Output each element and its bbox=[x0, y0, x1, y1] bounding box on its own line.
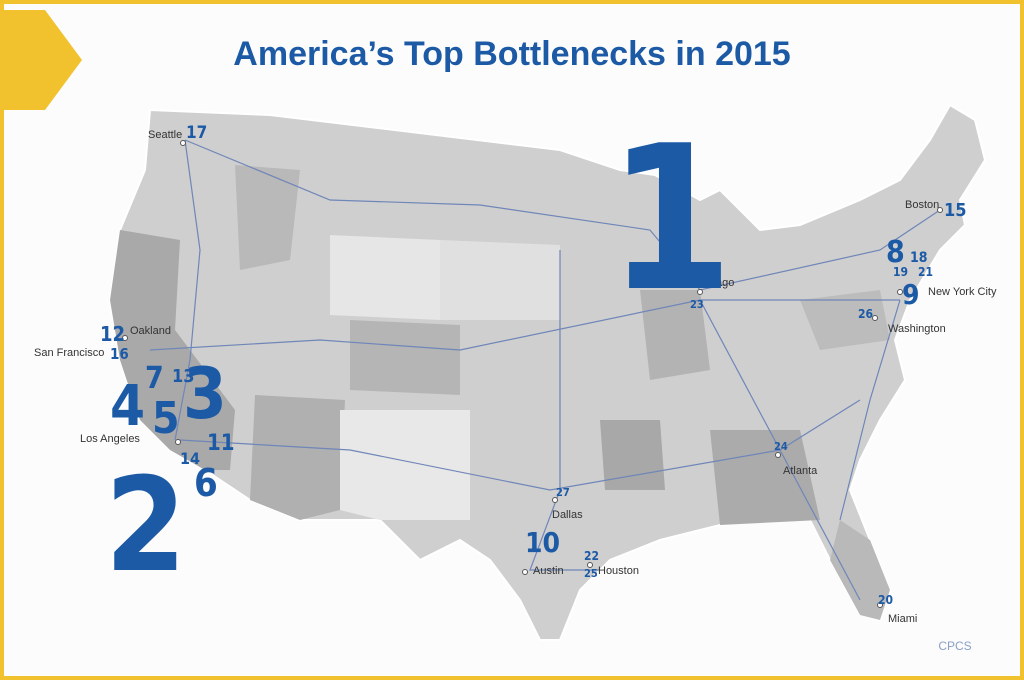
highway bbox=[529, 250, 600, 571]
city-dot bbox=[180, 140, 186, 146]
rank-label: 18 bbox=[910, 250, 928, 266]
rank-label: 25 bbox=[584, 567, 598, 580]
city-label: Austin bbox=[533, 565, 564, 577]
city-label: New York City bbox=[928, 286, 997, 298]
rank-label: 24 bbox=[774, 440, 788, 453]
city-label: Houston bbox=[598, 565, 639, 577]
rank-labels: 1 2 3 4 5 6 7 8 9 10 11 12 13 14 15 16 1… bbox=[100, 103, 967, 607]
rank-label: 15 bbox=[944, 200, 967, 221]
rank-label: 6 bbox=[194, 461, 218, 505]
credit: CPCS bbox=[938, 639, 971, 653]
rank-label: 8 bbox=[886, 235, 905, 270]
city-dot bbox=[775, 452, 781, 458]
rank-label: 14 bbox=[180, 449, 200, 468]
city-dot bbox=[175, 439, 181, 445]
city-label: Los Angeles bbox=[80, 433, 140, 445]
rank-label: 1 bbox=[608, 103, 733, 336]
city-label: Chicago bbox=[694, 277, 734, 289]
region-idaho bbox=[235, 165, 300, 270]
city-label: Dallas bbox=[552, 509, 583, 521]
region-illinois bbox=[640, 290, 710, 380]
city-labels: Seattle Oakland San Francisco Los Angele… bbox=[34, 129, 997, 625]
rank-label: 23 bbox=[690, 298, 704, 311]
rank-label: 13 bbox=[172, 366, 195, 387]
rank-label: 16 bbox=[110, 345, 129, 363]
rank-label: 3 bbox=[183, 353, 227, 435]
city-label: San Francisco bbox=[34, 347, 104, 359]
city-label: Oakland bbox=[130, 325, 171, 337]
us-map bbox=[108, 103, 987, 641]
rank-label: 4 bbox=[110, 374, 145, 439]
rank-label: 22 bbox=[584, 549, 599, 563]
rank-label: 26 bbox=[858, 307, 873, 321]
city-dot bbox=[552, 497, 558, 503]
city-label: Boston bbox=[905, 199, 939, 211]
rank-label: 19 bbox=[893, 265, 908, 279]
region-california bbox=[110, 230, 235, 470]
highway bbox=[174, 139, 201, 441]
rank-label: 12 bbox=[100, 322, 125, 346]
highway bbox=[699, 299, 861, 601]
region-wyoming bbox=[330, 235, 440, 320]
rank-label: 7 bbox=[145, 361, 164, 396]
city-dot bbox=[872, 315, 878, 321]
rank-label: 10 bbox=[525, 526, 560, 559]
arrow-tab bbox=[0, 10, 82, 110]
city-label: Miami bbox=[888, 613, 917, 625]
region-plains bbox=[440, 240, 560, 320]
city-dot bbox=[587, 562, 593, 568]
rank-label: 20 bbox=[878, 593, 893, 607]
highway bbox=[839, 299, 901, 521]
rank-label: 21 bbox=[918, 265, 933, 279]
city-dot bbox=[937, 207, 943, 213]
city-markers bbox=[122, 140, 943, 608]
city-label: Seattle bbox=[148, 129, 182, 141]
title: America’s Top Bottlenecks in 2015 bbox=[233, 35, 790, 73]
rank-label: 11 bbox=[207, 431, 235, 456]
city-dot bbox=[122, 335, 128, 341]
region-new-mexico bbox=[340, 410, 470, 520]
city-dot bbox=[522, 569, 528, 575]
region-florida bbox=[830, 520, 890, 620]
region-southeast bbox=[710, 430, 820, 525]
city-dot bbox=[877, 602, 883, 608]
city-dot bbox=[697, 289, 703, 295]
highway bbox=[184, 139, 941, 291]
rank-label: 17 bbox=[186, 123, 207, 143]
region-pennsylvania bbox=[800, 290, 890, 350]
rank-label: 5 bbox=[152, 393, 180, 444]
rank-label: 2 bbox=[105, 449, 186, 601]
city-label: Atlanta bbox=[783, 465, 818, 477]
region-colorado bbox=[350, 320, 460, 395]
highway bbox=[149, 299, 900, 351]
city-label: Washington bbox=[888, 323, 946, 335]
rank-label: 9 bbox=[902, 278, 920, 311]
region-arizona bbox=[250, 395, 345, 520]
rank-label: 27 bbox=[556, 486, 570, 499]
highway bbox=[179, 399, 861, 491]
city-dot bbox=[897, 289, 903, 295]
